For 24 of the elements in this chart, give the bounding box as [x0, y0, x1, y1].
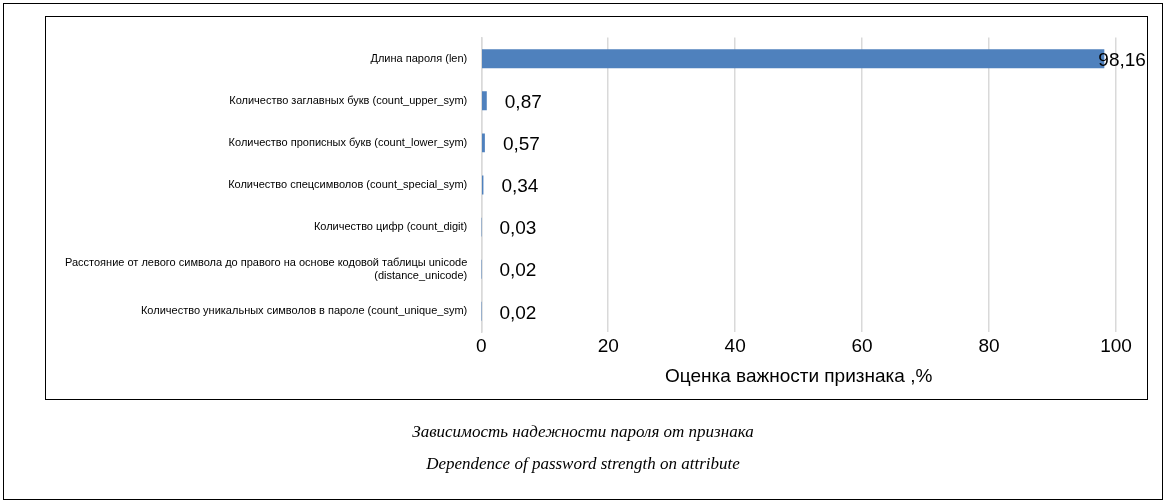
data-label: 0,03	[499, 217, 537, 239]
data-label: 0,02	[499, 259, 537, 281]
y-tick-label: Длина пароля (len)	[370, 51, 468, 64]
text: Dependence of password strength on attribute	[425, 454, 741, 474]
x-tick-label: 100	[1100, 335, 1132, 357]
y-tick-label: Количество цифр (count_digit)	[313, 220, 468, 233]
data-label: 0,02	[499, 301, 537, 323]
y-tick-label: Количество прописных букв (count_lower_sym)	[228, 135, 468, 148]
x-tick-label: 80	[978, 335, 1000, 357]
y-tick-label: Количество уникальных символов в пароле (count_unique_sym)	[140, 304, 468, 317]
text: Зависимость надежности пароля от признака	[411, 422, 755, 442]
data-label: 0,57	[502, 133, 540, 155]
x-tick-label: 60	[851, 335, 873, 357]
x-tick-label: 0	[475, 335, 487, 357]
bar	[482, 91, 487, 111]
y-tick-label: Расстояние от левого символа до правого на основе кодовой таблицы unicode (distance_unicode)	[64, 255, 468, 281]
y-tick-label: Количество спецсимволов (count_special_sym)	[228, 178, 468, 191]
data-label: 0,34	[501, 175, 539, 197]
x-tick-label: 20	[597, 335, 619, 357]
bar	[482, 133, 485, 153]
y-tick-label: Количество заглавных букв (count_upper_sym)	[229, 93, 468, 106]
x-axis-title: Оценка важности признака ,%	[664, 364, 933, 386]
x-tick-label: 40	[724, 335, 746, 357]
data-label: 0,87	[504, 91, 542, 113]
